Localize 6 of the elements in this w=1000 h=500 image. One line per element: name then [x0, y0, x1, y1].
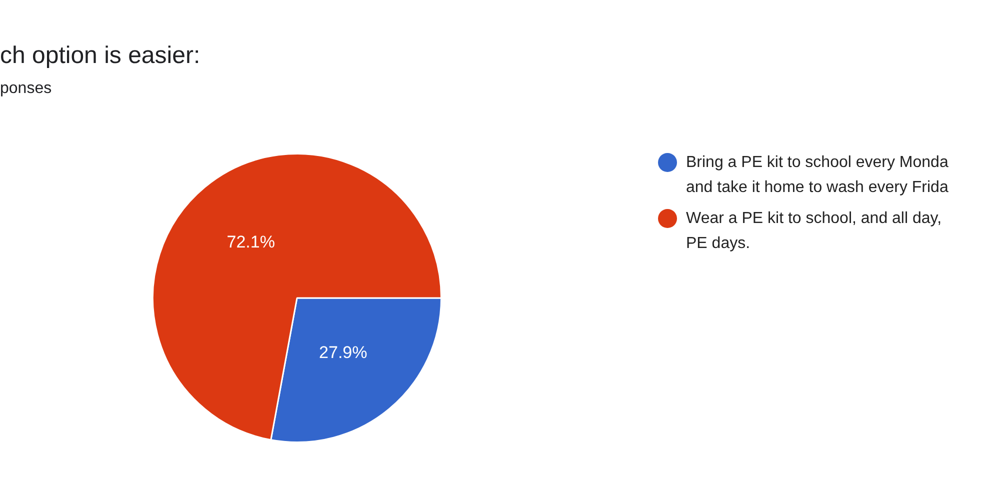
chart-title: ch option is easier:: [0, 42, 200, 70]
legend-label: Bring a PE kit to school every Monda and take it home to wash every Frida: [685, 153, 950, 198]
data-label: 27.9%: [319, 343, 368, 362]
legend-label: Wear a PE kit to school, and all day, PE days.: [685, 209, 943, 254]
data-label: 72.1%: [226, 232, 275, 252]
chart-subtitle: ponses: [0, 80, 52, 98]
